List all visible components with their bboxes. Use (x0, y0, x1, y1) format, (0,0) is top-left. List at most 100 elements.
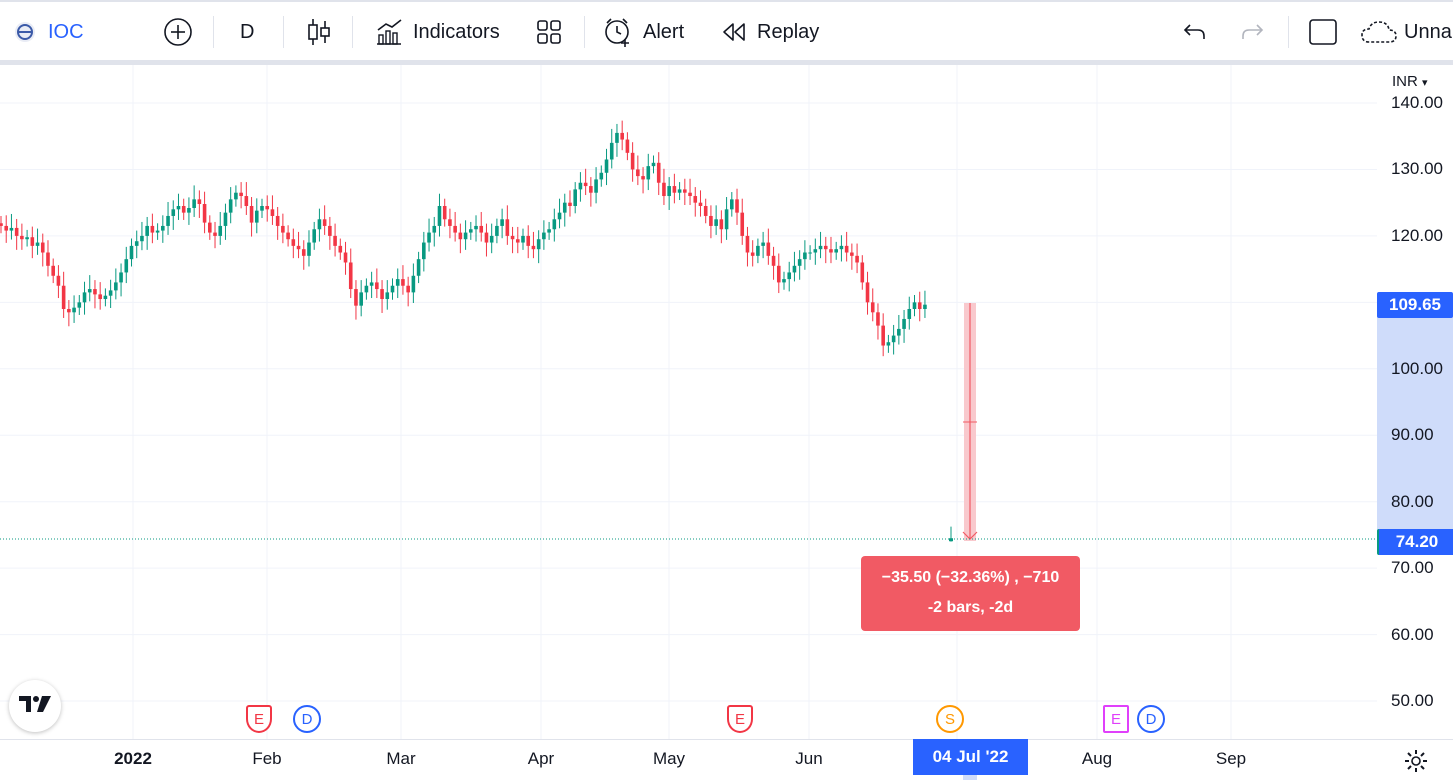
candle-body (385, 292, 390, 300)
candle-body (907, 308, 912, 319)
candle-body (615, 132, 619, 143)
dividend-event-marker[interactable]: D (1137, 705, 1165, 733)
candle-body (427, 232, 431, 243)
candle-body (338, 245, 343, 253)
candle-body (730, 199, 734, 210)
candle-body (797, 259, 802, 266)
candle-body (745, 235, 750, 253)
candle-body (108, 290, 113, 296)
candle-body (192, 199, 196, 208)
measure-line-2: -2 bars, -2d (927, 599, 1014, 616)
candle-body (562, 202, 567, 213)
candle-body (776, 265, 781, 283)
candle-body (46, 252, 50, 266)
layout-name-button[interactable]: Unnamed (1360, 2, 1453, 62)
candle-body (390, 285, 395, 293)
candle-body (234, 192, 238, 200)
candle-body (432, 225, 437, 233)
symbol-search-button[interactable]: IOC (14, 2, 84, 62)
compare-symbol-button[interactable] (163, 2, 193, 62)
templates-icon (536, 19, 562, 45)
candle-body (270, 209, 275, 216)
candle-body (56, 275, 61, 286)
candle-body (20, 235, 24, 240)
earnings-event-marker[interactable]: E (1103, 705, 1129, 733)
grid-lines (0, 65, 1377, 739)
currency-selector[interactable]: INR ▾ (1390, 73, 1430, 90)
candle-body (683, 189, 687, 193)
chart-style-button[interactable] (306, 2, 332, 62)
candle-body (870, 302, 875, 313)
candle-body (510, 235, 515, 240)
indicators-label: Indicators (413, 20, 500, 43)
candle-body (0, 223, 3, 226)
candle-body (458, 232, 463, 240)
chart-area[interactable]: 140.00130.00120.00110.00100.0090.0080.00… (0, 65, 1453, 780)
candle-body (286, 232, 290, 240)
candle-body (474, 225, 478, 230)
candle-body (902, 318, 906, 329)
candle-body (782, 279, 786, 283)
candle-body (176, 205, 181, 210)
templates-button[interactable] (536, 2, 562, 62)
tradingview-logo[interactable] (9, 680, 61, 732)
candle-body (171, 209, 176, 216)
candle-body (202, 204, 207, 223)
candle-body (740, 212, 745, 236)
candle-body (860, 262, 865, 283)
candle-body (688, 192, 692, 197)
toolbar-divider (352, 16, 353, 48)
replay-button[interactable]: Replay (721, 2, 819, 62)
replay-label: Replay (757, 20, 820, 43)
candle-body (343, 252, 348, 263)
candle-body (67, 308, 71, 313)
candle-body (771, 255, 776, 266)
time-tick-label: May (652, 749, 686, 768)
split-event-marker[interactable]: S (936, 705, 964, 733)
undo-button[interactable] (1182, 2, 1208, 62)
candle-body (4, 225, 9, 231)
candle-body (395, 279, 400, 286)
settings-button[interactable] (1404, 749, 1428, 778)
fullscreen-button[interactable] (1308, 2, 1338, 62)
measure-tooltip: −35.50 (−32.36%) , −710 -2 bars, -2d (861, 556, 1080, 631)
price-tick-label: 130.00 (1391, 159, 1443, 179)
candle-body (442, 205, 447, 220)
candle-body (166, 215, 170, 226)
toolbar-separator (0, 60, 1453, 65)
tradingview-logo-icon (18, 694, 52, 719)
candles (0, 120, 953, 542)
candle-body (803, 252, 807, 260)
price-axis-corner (1377, 740, 1453, 780)
price-tick-label: 120.00 (1391, 225, 1443, 245)
candle-body (641, 176, 645, 180)
candle-body (542, 232, 546, 240)
candle-body (552, 219, 557, 230)
candle-body (322, 219, 327, 226)
price-chart[interactable] (0, 65, 1453, 780)
symbol-name: IOC (48, 20, 84, 43)
candle-body (218, 225, 223, 236)
currency-label: INR (1392, 73, 1418, 90)
toolbar-divider (1288, 16, 1289, 48)
candle-body (829, 249, 833, 253)
interval-button[interactable]: D (240, 2, 254, 62)
earnings-event-marker[interactable]: E (246, 705, 272, 733)
indicators-button[interactable]: Indicators (375, 2, 500, 62)
alert-button[interactable]: Alert (603, 2, 684, 62)
earnings-event-marker[interactable]: E (727, 705, 753, 733)
candle-body (719, 219, 724, 230)
candle-body (14, 227, 19, 236)
candle-body (787, 272, 792, 280)
add-symbol-icon (163, 17, 193, 47)
candle-body (495, 225, 499, 236)
candle-body (521, 235, 525, 243)
candle-body (844, 245, 849, 253)
candle-body (703, 205, 708, 216)
candle-body (876, 312, 880, 326)
candle-body (9, 227, 14, 231)
candles-icon (306, 17, 332, 47)
redo-button[interactable] (1239, 2, 1265, 62)
dividend-event-marker[interactable]: D (293, 705, 321, 733)
candle-body (354, 289, 358, 306)
